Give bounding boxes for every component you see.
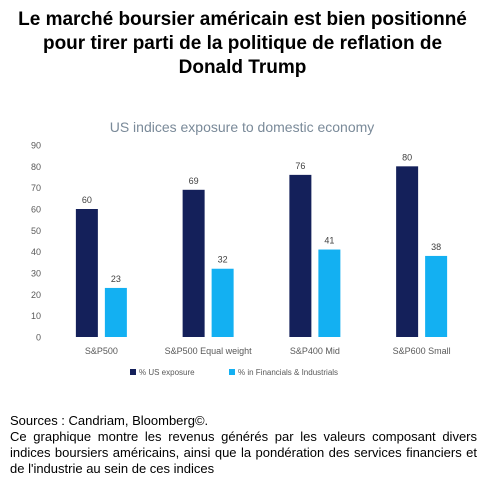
bar: [289, 174, 312, 337]
y-tick-label: 40: [31, 247, 41, 257]
chart-description: Ce graphique montre les revenus générés …: [10, 429, 477, 476]
bar: [104, 287, 127, 337]
data-label: 60: [82, 195, 92, 205]
y-tick-label: 30: [31, 269, 41, 279]
y-tick-label: 60: [31, 205, 41, 215]
legend-swatch: [229, 369, 235, 375]
y-tick-label: 20: [31, 290, 41, 300]
legend-entry: % US exposure: [139, 368, 195, 377]
y-tick-label: 50: [31, 226, 41, 236]
legend-swatch: [130, 369, 136, 375]
data-label: 76: [295, 161, 305, 171]
bar: [318, 249, 341, 337]
data-label: 41: [324, 236, 334, 246]
x-tick-label: S&P400 Mid: [290, 346, 340, 356]
y-tick-label: 80: [31, 162, 41, 172]
headline: Le marché boursier américain est bien po…: [18, 9, 467, 78]
bars: 60 23 69 32 76 41 80 38: [75, 152, 448, 337]
data-label: 23: [111, 274, 121, 284]
data-label: 80: [402, 152, 412, 162]
data-label: 38: [431, 242, 441, 252]
footer: Sources : Candriam, Bloomberg©. Ce graph…: [10, 413, 477, 477]
y-tick-label: 90: [31, 141, 41, 151]
y-tick-label: 0: [36, 333, 41, 343]
bar: [396, 166, 419, 337]
y-axis: 0 10 20 30 40 50 60 70 80 90: [31, 141, 41, 343]
data-label: 32: [218, 255, 228, 265]
bar: [211, 268, 234, 337]
bar: [182, 189, 205, 337]
legend-entry: % in Financials & Industrials: [238, 368, 338, 377]
bar-chart: US indices exposure to domestic economy …: [31, 119, 451, 377]
legend: % US exposure % in Financials & Industria…: [130, 368, 338, 377]
source-note: Sources : Candriam, Bloomberg©.: [10, 413, 209, 428]
bar: [425, 255, 448, 337]
y-tick-label: 10: [31, 311, 41, 321]
x-axis: S&P500 S&P500 Equal weight S&P400 Mid S&P60…: [85, 346, 451, 356]
x-tick-label: S&P500: [85, 346, 118, 356]
chart-title: US indices exposure to domestic economy: [110, 119, 375, 135]
y-tick-label: 70: [31, 183, 41, 193]
x-tick-label: S&P500 Equal weight: [165, 346, 253, 356]
bar: [75, 209, 98, 337]
x-tick-label: S&P600 Small: [393, 346, 451, 356]
data-label: 69: [189, 176, 199, 186]
